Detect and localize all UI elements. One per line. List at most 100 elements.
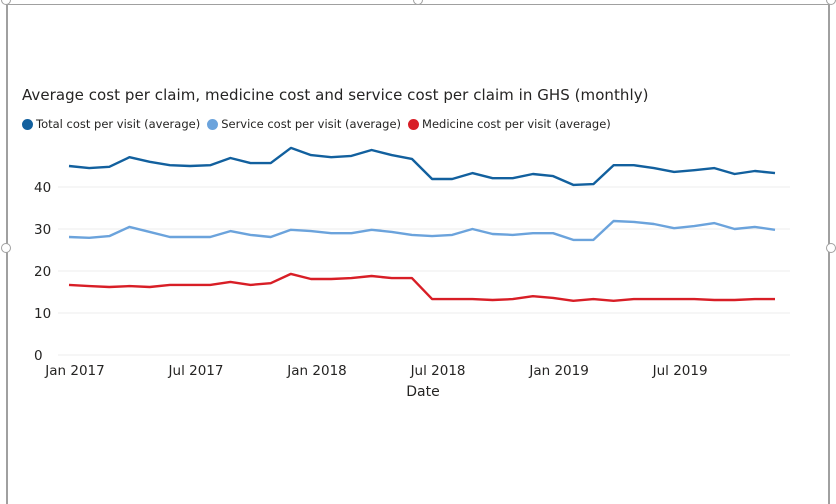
- data-point-medicine[interactable]: [106, 284, 112, 290]
- data-point-total[interactable]: [389, 152, 395, 158]
- data-point-medicine[interactable]: [752, 296, 758, 302]
- data-point-total[interactable]: [268, 160, 274, 166]
- data-point-medicine[interactable]: [631, 296, 637, 302]
- data-point-medicine[interactable]: [611, 298, 617, 304]
- data-point-total[interactable]: [207, 162, 213, 168]
- data-point-medicine[interactable]: [147, 284, 153, 290]
- data-point-total[interactable]: [348, 153, 354, 159]
- data-point-total[interactable]: [167, 162, 173, 168]
- data-point-service[interactable]: [732, 226, 738, 232]
- data-point-total[interactable]: [86, 165, 92, 171]
- data-point-service[interactable]: [409, 232, 415, 238]
- data-point-total[interactable]: [691, 167, 697, 173]
- data-point-service[interactable]: [66, 234, 72, 240]
- data-point-total[interactable]: [469, 170, 475, 176]
- data-point-service[interactable]: [772, 227, 778, 233]
- data-point-service[interactable]: [207, 234, 213, 240]
- data-point-medicine[interactable]: [550, 295, 556, 301]
- data-point-total[interactable]: [106, 164, 112, 170]
- data-point-medicine[interactable]: [510, 296, 516, 302]
- data-point-service[interactable]: [288, 227, 294, 233]
- data-point-total[interactable]: [510, 175, 516, 181]
- legend-item-medicine[interactable]: Medicine cost per visit (average): [408, 117, 611, 131]
- data-point-service[interactable]: [248, 232, 254, 238]
- data-point-service[interactable]: [389, 229, 395, 235]
- data-point-service[interactable]: [590, 237, 596, 243]
- data-point-service[interactable]: [530, 230, 536, 236]
- data-point-service[interactable]: [369, 227, 375, 233]
- data-point-medicine[interactable]: [348, 275, 354, 281]
- data-point-total[interactable]: [590, 181, 596, 187]
- data-point-medicine[interactable]: [449, 296, 455, 302]
- data-point-service[interactable]: [308, 228, 314, 234]
- data-point-service[interactable]: [348, 230, 354, 236]
- data-point-service[interactable]: [651, 221, 657, 227]
- data-point-service[interactable]: [611, 218, 617, 224]
- data-point-total[interactable]: [187, 163, 193, 169]
- data-point-service[interactable]: [127, 224, 133, 230]
- resize-handle-left-middle[interactable]: [1, 243, 11, 253]
- data-point-total[interactable]: [328, 154, 334, 160]
- series-line-service[interactable]: [68, 219, 776, 242]
- data-point-medicine[interactable]: [288, 271, 294, 277]
- data-point-service[interactable]: [550, 230, 556, 236]
- data-point-total[interactable]: [772, 170, 778, 176]
- data-point-medicine[interactable]: [227, 279, 233, 285]
- data-point-total[interactable]: [429, 176, 435, 182]
- data-point-service[interactable]: [429, 233, 435, 239]
- data-point-medicine[interactable]: [570, 298, 576, 304]
- data-point-total[interactable]: [711, 165, 717, 171]
- data-point-total[interactable]: [530, 171, 536, 177]
- data-point-service[interactable]: [711, 220, 717, 226]
- data-point-medicine[interactable]: [651, 296, 657, 302]
- data-point-service[interactable]: [691, 223, 697, 229]
- data-point-medicine[interactable]: [369, 273, 375, 279]
- data-point-total[interactable]: [288, 145, 294, 151]
- data-point-medicine[interactable]: [530, 293, 536, 299]
- data-point-total[interactable]: [227, 155, 233, 161]
- data-point-medicine[interactable]: [308, 276, 314, 282]
- data-point-service[interactable]: [106, 233, 112, 239]
- data-point-service[interactable]: [490, 231, 496, 237]
- data-point-total[interactable]: [550, 173, 556, 179]
- data-point-service[interactable]: [268, 234, 274, 240]
- data-point-service[interactable]: [752, 224, 758, 230]
- data-point-medicine[interactable]: [469, 296, 475, 302]
- data-point-medicine[interactable]: [248, 282, 254, 288]
- series-line-medicine[interactable]: [68, 272, 775, 302]
- data-point-medicine[interactable]: [389, 275, 395, 281]
- data-point-service[interactable]: [510, 232, 516, 238]
- data-point-service[interactable]: [86, 235, 92, 241]
- data-point-total[interactable]: [449, 176, 455, 182]
- data-point-service[interactable]: [227, 228, 233, 234]
- data-point-total[interactable]: [671, 169, 677, 175]
- data-point-total[interactable]: [631, 162, 637, 168]
- data-point-medicine[interactable]: [207, 282, 213, 288]
- data-point-service[interactable]: [449, 232, 455, 238]
- data-point-medicine[interactable]: [429, 296, 435, 302]
- data-point-total[interactable]: [66, 163, 72, 169]
- data-point-service[interactable]: [570, 237, 576, 243]
- data-point-medicine[interactable]: [127, 283, 133, 289]
- data-point-total[interactable]: [651, 165, 657, 171]
- data-point-total[interactable]: [752, 168, 758, 174]
- data-point-medicine[interactable]: [732, 297, 738, 303]
- data-point-medicine[interactable]: [187, 282, 193, 288]
- data-point-medicine[interactable]: [409, 275, 415, 281]
- data-point-service[interactable]: [631, 219, 637, 225]
- data-point-service[interactable]: [328, 230, 334, 236]
- data-point-medicine[interactable]: [772, 296, 778, 302]
- data-point-total[interactable]: [127, 154, 133, 160]
- data-point-total[interactable]: [409, 156, 415, 162]
- data-point-service[interactable]: [469, 226, 475, 232]
- data-point-total[interactable]: [308, 152, 314, 158]
- data-point-medicine[interactable]: [66, 282, 72, 288]
- data-point-total[interactable]: [490, 175, 496, 181]
- series-line-total[interactable]: [68, 146, 776, 187]
- data-point-total[interactable]: [570, 182, 576, 188]
- legend-item-total[interactable]: Total cost per visit (average): [22, 117, 200, 131]
- data-point-total[interactable]: [147, 159, 153, 165]
- data-point-medicine[interactable]: [691, 296, 697, 302]
- data-point-medicine[interactable]: [590, 296, 596, 302]
- data-point-service[interactable]: [147, 229, 153, 235]
